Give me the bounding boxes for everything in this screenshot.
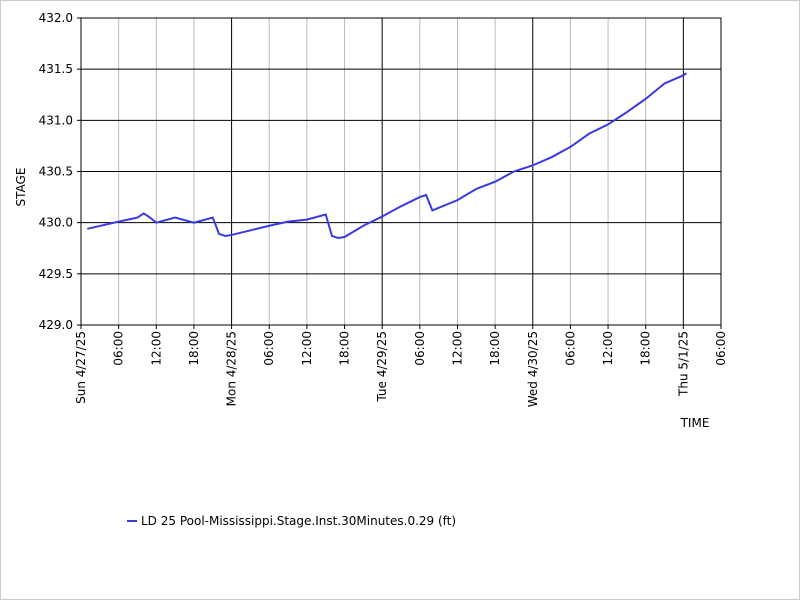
- series-line: [87, 72, 688, 240]
- x-axis-label: TIME: [680, 416, 710, 430]
- x-tick-label: 06:00: [714, 331, 728, 366]
- x-tick-label: 12:00: [149, 331, 163, 366]
- x-tick-label: 18:00: [338, 331, 352, 366]
- x-tick-label: 18:00: [488, 331, 502, 366]
- y-tick-label: 431.0: [39, 113, 73, 127]
- x-tick-label: Mon 4/28/25: [225, 331, 239, 406]
- x-tick-label: Sun 4/27/25: [74, 331, 88, 404]
- y-tick-label: 432.0: [39, 11, 73, 25]
- y-tick-label: 431.5: [39, 62, 73, 76]
- x-tick-label: 06:00: [413, 331, 427, 366]
- x-tick-label: Tue 4/29/25: [375, 331, 389, 403]
- y-tick-label: 429.0: [39, 318, 73, 332]
- y-axis-label: STAGE: [14, 168, 28, 207]
- x-tick-label: 12:00: [300, 331, 314, 366]
- plot-border: [80, 17, 722, 326]
- x-tick-label: 06:00: [112, 331, 126, 366]
- x-tick-label: Wed 4/30/25: [526, 331, 540, 407]
- y-tick-label: 430.5: [39, 165, 73, 179]
- x-tick-label: 18:00: [187, 331, 201, 366]
- y-tick-label: 429.5: [39, 267, 73, 281]
- x-tick-label: 12:00: [450, 331, 464, 366]
- y-tick-label: 430.0: [39, 216, 73, 230]
- x-tick-label: Thu 5/1/25: [676, 331, 690, 397]
- x-tick-label: 12:00: [601, 331, 615, 366]
- legend-label: LD 25 Pool-Mississippi.Stage.Inst.30Minu…: [141, 514, 456, 528]
- x-tick-label: 06:00: [262, 331, 276, 366]
- x-tick-label: 18:00: [639, 331, 653, 366]
- x-tick-label: 06:00: [563, 331, 577, 366]
